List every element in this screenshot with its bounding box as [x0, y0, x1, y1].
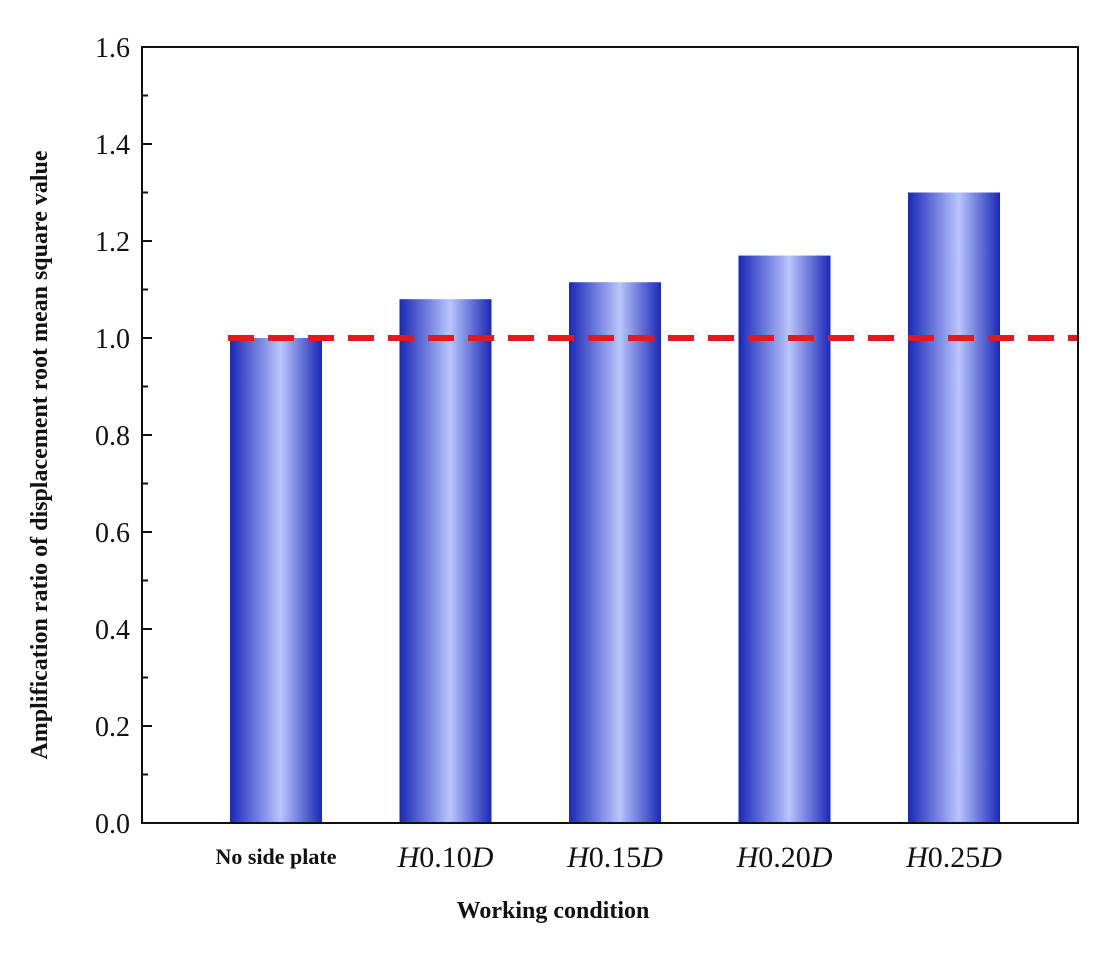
y-tick-label-1: 0.2 — [95, 712, 130, 743]
y-axis-title: Amplification ratio of displacement root… — [27, 150, 53, 759]
bar-1 — [399, 299, 492, 823]
x-axis-labels: No side plate H0.10D H0.15D H0.20D H0.25D — [216, 841, 1003, 874]
bar-0 — [230, 338, 322, 823]
x-axis-title: Working condition — [457, 898, 650, 924]
y-axis-ticks: 0.0 0.2 0.4 0.6 0.8 1.0 1.2 1.4 1.6 — [95, 33, 152, 840]
bar-4 — [908, 192, 1000, 823]
x-tick-label-1: H0.10D — [397, 841, 494, 874]
y-tick-label-2: 0.4 — [95, 615, 130, 646]
y-tick-label-0: 0.0 — [95, 809, 130, 840]
x-tick-label-0: No side plate — [216, 844, 337, 869]
x-tick-label-3: H0.20D — [736, 841, 833, 874]
y-tick-label-3: 0.6 — [95, 518, 130, 549]
bars-group — [230, 192, 1000, 824]
bar-2 — [569, 282, 661, 824]
y-tick-label-8: 1.6 — [95, 33, 130, 64]
y-tick-label-4: 0.8 — [95, 421, 130, 452]
y-tick-label-5: 1.0 — [95, 324, 130, 355]
y-tick-label-7: 1.4 — [95, 130, 130, 161]
y-tick-label-6: 1.2 — [95, 227, 130, 258]
x-tick-label-2: H0.15D — [566, 841, 663, 874]
x-tick-label-4: H0.25D — [905, 841, 1002, 874]
bar-3 — [738, 255, 831, 824]
